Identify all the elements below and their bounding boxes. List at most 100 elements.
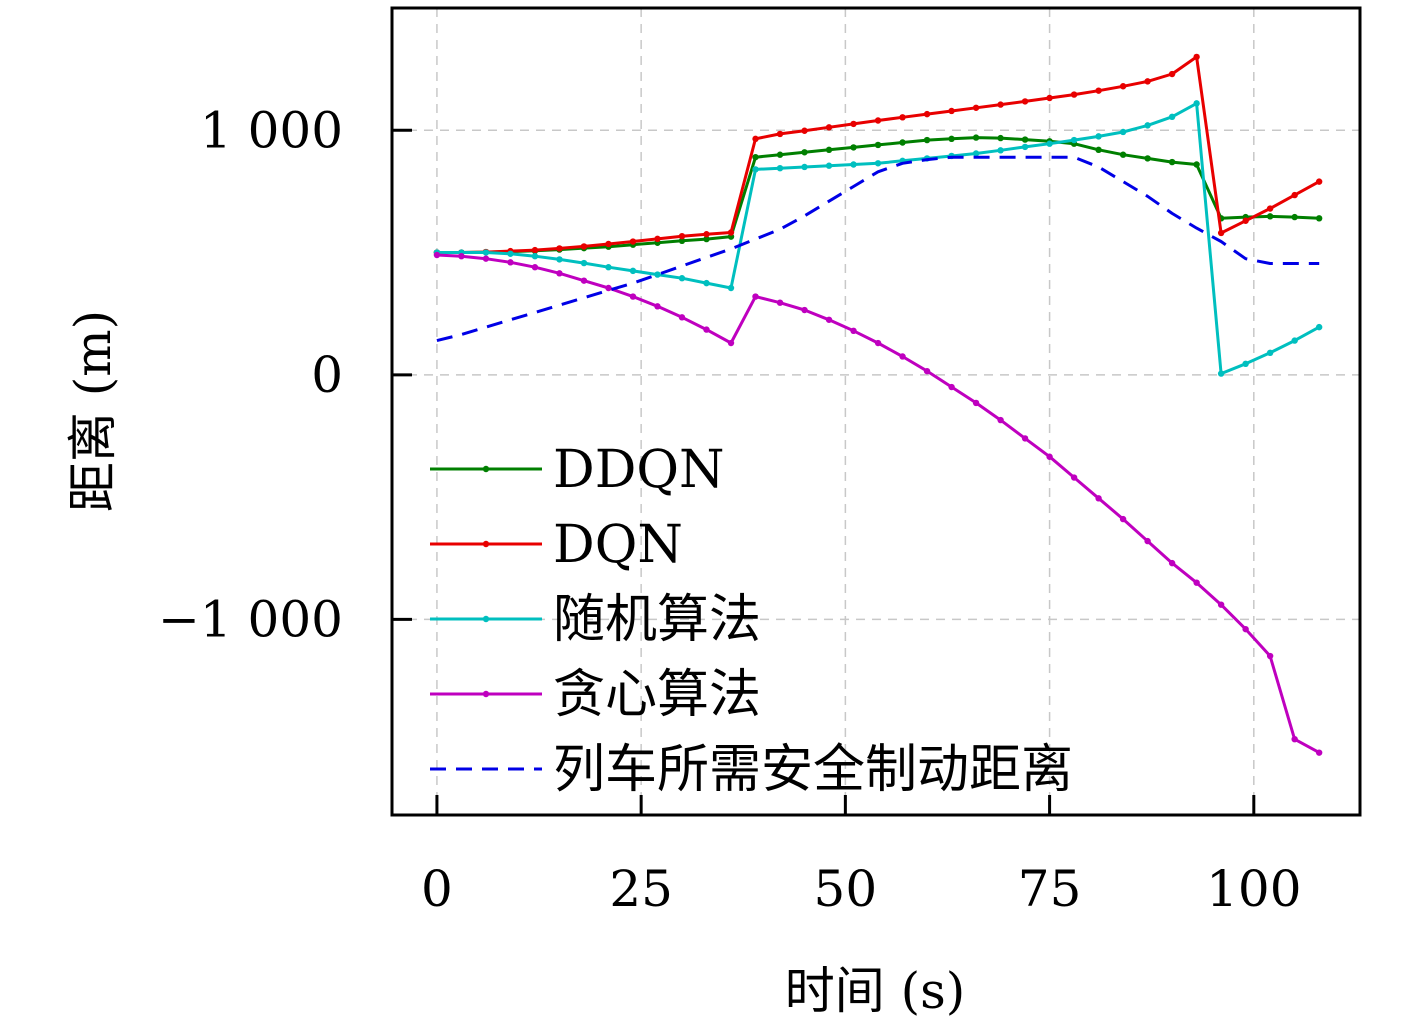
data-point [1315, 749, 1323, 756]
data-point [629, 238, 637, 245]
series-3 [433, 251, 1323, 756]
data-point [997, 147, 1004, 154]
data-point [629, 267, 637, 275]
data-point [923, 367, 931, 375]
data-point [850, 120, 857, 128]
data-point [1070, 474, 1078, 481]
data-point [531, 253, 539, 260]
series-line [436, 55, 1320, 254]
data-point [678, 275, 686, 282]
x-tick-label: 75 [1018, 860, 1082, 918]
data-point [678, 232, 686, 240]
legend-marker [482, 465, 490, 473]
data-point [1217, 229, 1225, 237]
data-point [1242, 625, 1249, 633]
data-point [629, 293, 637, 300]
data-point [1095, 495, 1102, 502]
legend-label: 随机算法 [553, 590, 761, 650]
data-point [703, 326, 710, 333]
data-point [1168, 113, 1176, 121]
legend-item: 列车所需安全制动距离 [430, 740, 1073, 800]
data-point [507, 250, 514, 257]
series-1 [433, 53, 1323, 256]
data-point [1291, 213, 1298, 221]
data-point [1095, 87, 1102, 94]
data-point [776, 299, 784, 306]
data-point [1291, 337, 1298, 344]
data-point [1242, 217, 1249, 224]
data-point [556, 256, 563, 263]
data-point [874, 160, 882, 167]
data-point [874, 117, 882, 124]
data-point [776, 164, 784, 172]
data-point [997, 134, 1004, 142]
data-point [825, 316, 833, 323]
data-point [801, 149, 808, 156]
legend-label: 贪心算法 [553, 665, 761, 725]
data-point [1021, 435, 1029, 442]
x-axis-tick-labels: 0 25 50 75 100 [421, 860, 1302, 918]
legend-item: DDQN [430, 440, 725, 500]
data-point [850, 327, 857, 334]
legend-label: DQN [553, 515, 683, 575]
data-point [972, 104, 980, 111]
data-point [752, 166, 759, 173]
data-point [1168, 70, 1176, 78]
data-point [1021, 136, 1029, 143]
data-point [899, 353, 906, 360]
data-point [654, 235, 661, 243]
data-point [678, 237, 686, 245]
data-point [923, 110, 931, 118]
data-point [874, 141, 882, 149]
data-point [874, 339, 882, 347]
data-point [825, 146, 833, 154]
data-point [1144, 78, 1151, 85]
data-point [1144, 122, 1151, 129]
data-point [948, 107, 955, 115]
series-line [436, 136, 1320, 254]
axis-ticks [392, 128, 1256, 815]
data-point [850, 161, 857, 168]
x-tick-label: 25 [609, 860, 673, 918]
y-tick-label: −1 000 [158, 590, 343, 648]
x-tick-label: 0 [421, 860, 453, 918]
legend-item: DQN [430, 515, 683, 575]
data-point [1046, 94, 1053, 102]
legend-label: DDQN [553, 440, 725, 500]
x-tick-label: 50 [814, 860, 878, 918]
data-point [776, 151, 784, 158]
data-point [1315, 323, 1323, 331]
data-point [1291, 191, 1298, 199]
data-point [1119, 151, 1127, 158]
data-point [1168, 559, 1176, 567]
data-point [1070, 91, 1078, 98]
data-point [556, 270, 563, 277]
data-point [1193, 53, 1200, 61]
data-point [580, 277, 588, 284]
data-point [1168, 158, 1176, 166]
data-point [605, 284, 612, 292]
data-point [1217, 370, 1225, 377]
data-point [1144, 155, 1151, 162]
data-point [1291, 735, 1298, 743]
series-2 [433, 100, 1323, 377]
data-point [1266, 652, 1274, 660]
data-point [1193, 161, 1200, 168]
data-point [727, 284, 735, 292]
data-point [1095, 133, 1102, 140]
data-point [1266, 213, 1274, 220]
data-point [1046, 453, 1053, 460]
legend-marker [482, 690, 490, 698]
data-point [1119, 515, 1127, 523]
data-point [1217, 601, 1225, 608]
data-point [580, 259, 588, 267]
series-0 [433, 134, 1323, 256]
data-point [825, 162, 833, 169]
legend-item: 随机算法 [430, 590, 761, 650]
series-line [436, 155, 1320, 343]
legend-item: 贪心算法 [430, 665, 761, 725]
data-point [727, 229, 735, 236]
data-point [1095, 146, 1102, 154]
data-point [703, 231, 710, 238]
